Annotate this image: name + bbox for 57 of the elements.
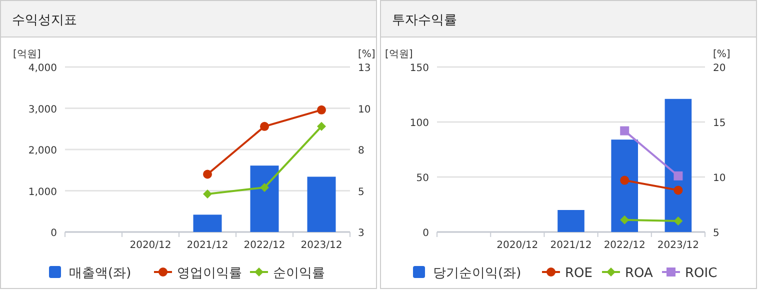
x-tick-label: 2021/12 [550, 240, 592, 251]
bar [250, 166, 279, 232]
y2-tick-label: 10 [358, 104, 371, 116]
bar [611, 140, 638, 232]
x-tick-label: 2021/12 [186, 240, 228, 251]
x-tick-label: 2023/12 [657, 240, 699, 251]
point [317, 122, 326, 131]
y-tick-label: 2,000 [28, 146, 57, 156]
point [620, 126, 630, 136]
legend-label: 영업이익률 [177, 266, 242, 281]
y-tick-label: 4,000 [28, 63, 57, 74]
legend-label: 매출액(좌) [69, 266, 132, 281]
bar [307, 176, 336, 232]
y2-tick-label: 5 [358, 186, 364, 198]
legend-label: ROA [625, 266, 654, 281]
bar [558, 210, 584, 232]
legend-label: 당기순이익(좌) [433, 266, 522, 281]
point [620, 215, 630, 224]
legend-label: 순이익률 [273, 266, 325, 281]
y-tick-label: 1,000 [28, 186, 57, 198]
y-tick-label: 0 [50, 228, 57, 239]
y-tick-label: 150 [410, 63, 429, 74]
chart-title: 투자수익률 [392, 13, 457, 28]
bar [664, 98, 692, 232]
y2-axis-title: [%] [358, 49, 376, 60]
y2-axis-title: [%] [713, 49, 730, 60]
y-tick-label: 3,000 [28, 104, 57, 116]
x-tick-label: 2020/12 [130, 240, 172, 251]
point [260, 182, 269, 192]
point [674, 186, 683, 195]
y-tick-label: 0 [422, 228, 429, 239]
y-axis-title: [억원] [13, 49, 41, 60]
y2-tick-label: 10 [713, 173, 726, 184]
y2-tick-label: 3 [358, 228, 364, 239]
x-tick-label: 2022/12 [244, 240, 286, 251]
point [203, 170, 212, 179]
y2-tick-label: 5 [713, 228, 720, 239]
legend-label: ROE [565, 266, 592, 281]
x-tick-label: 2023/12 [300, 240, 342, 251]
point [674, 216, 683, 226]
point [203, 190, 212, 199]
y-tick-label: 50 [416, 173, 429, 184]
y2-tick-label: 15 [713, 118, 726, 129]
point [317, 105, 326, 114]
chart-title: 수익성지표 [12, 13, 77, 28]
x-tick-label: 2020/12 [496, 240, 538, 251]
point [260, 122, 269, 131]
bar [193, 214, 222, 232]
point [620, 176, 630, 185]
y-axis-title: [억원] [385, 49, 413, 60]
x-tick-label: 2022/12 [604, 240, 646, 251]
y2-tick-label: 13 [358, 63, 371, 74]
y-tick-label: 100 [410, 118, 429, 129]
y2-tick-label: 20 [713, 63, 726, 74]
legend-label: ROIC [685, 266, 718, 281]
y2-tick-label: 8 [358, 146, 364, 156]
point [674, 171, 683, 180]
